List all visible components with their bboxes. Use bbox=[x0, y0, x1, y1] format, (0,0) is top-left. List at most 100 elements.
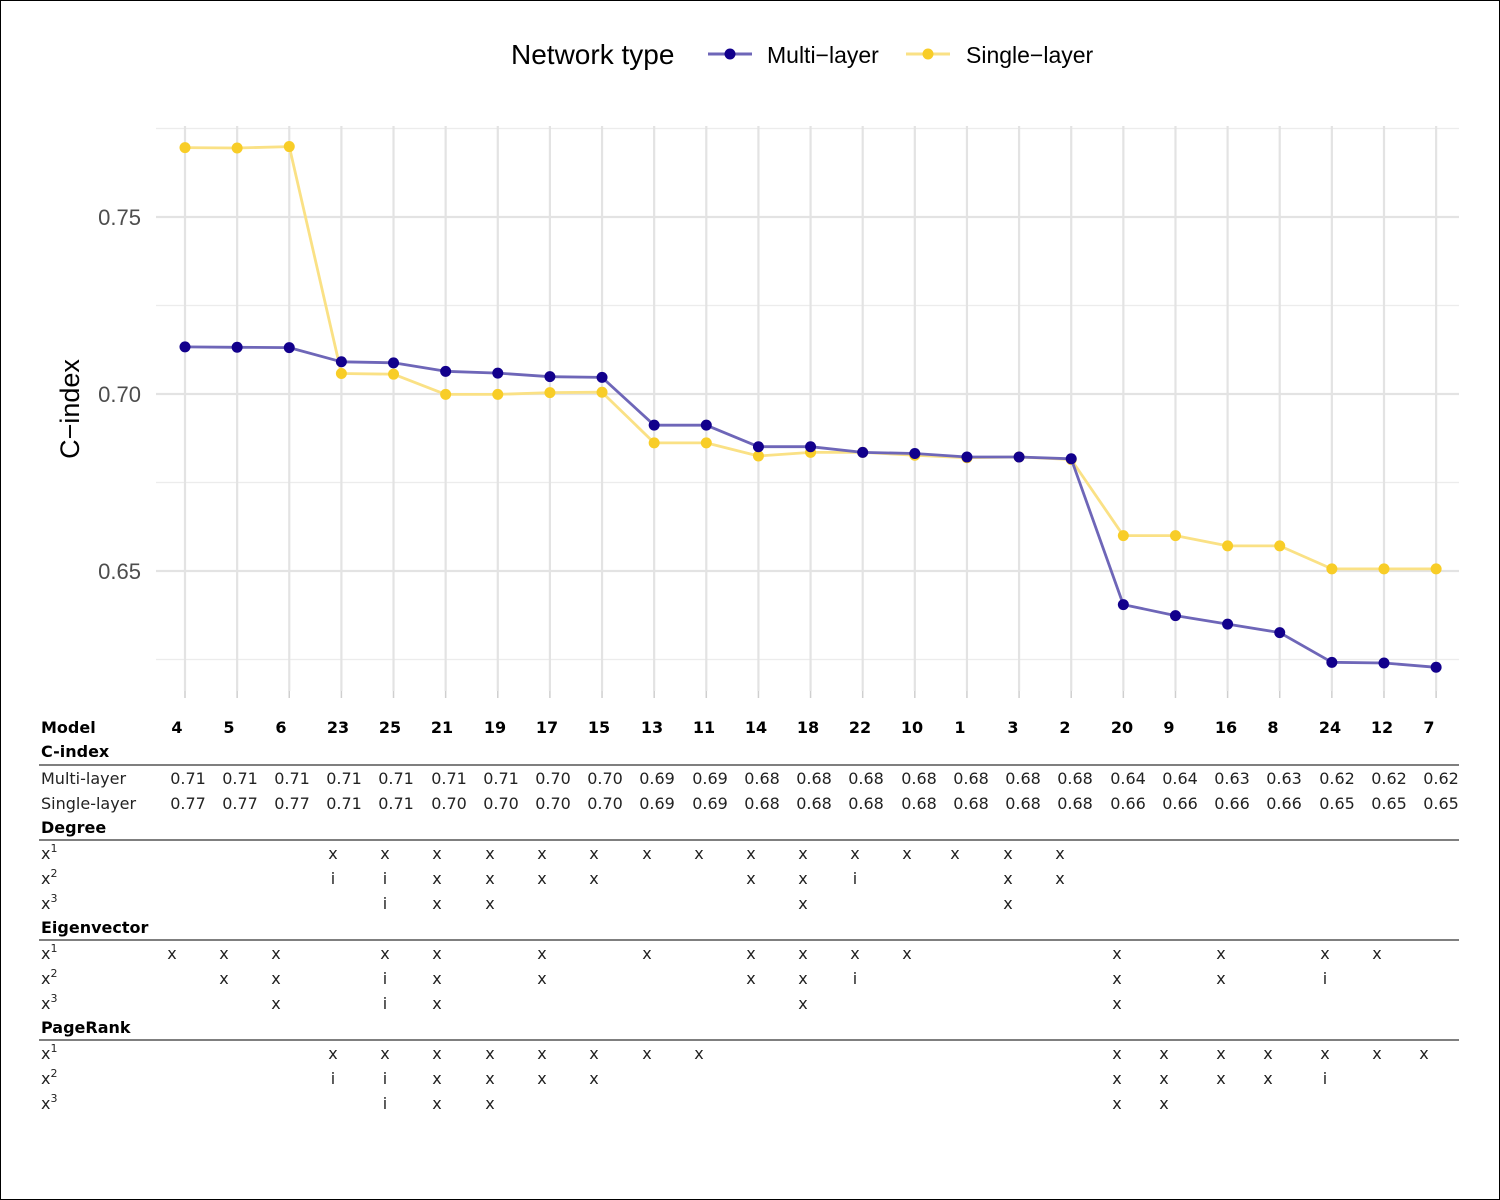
term-mark: x bbox=[328, 844, 337, 863]
term-mark: x bbox=[537, 944, 546, 963]
model-id-label: 5 bbox=[223, 718, 234, 737]
data-point bbox=[440, 388, 452, 400]
data-point bbox=[388, 357, 400, 369]
row-label: x1 bbox=[41, 942, 57, 963]
row-label: x1 bbox=[41, 842, 57, 863]
term-mark: i bbox=[383, 894, 387, 913]
term-mark: x bbox=[485, 1094, 494, 1113]
data-point bbox=[648, 419, 660, 431]
term-mark: x bbox=[271, 969, 280, 988]
term-mark: x bbox=[746, 844, 755, 863]
term-mark: x bbox=[1159, 1094, 1168, 1113]
term-mark: x bbox=[1112, 1069, 1121, 1088]
term-mark: x bbox=[432, 969, 441, 988]
term-mark: x bbox=[902, 944, 911, 963]
term-mark: i bbox=[331, 1069, 335, 1088]
y-tick-label: 0.75 bbox=[98, 205, 141, 230]
legend-item-multi-layer: Multi−layer bbox=[708, 42, 879, 68]
cindex-value: 0.71 bbox=[431, 769, 467, 788]
cindex-value: 0.64 bbox=[1162, 769, 1198, 788]
term-mark: x bbox=[1055, 844, 1064, 863]
term-mark: x bbox=[1320, 944, 1329, 963]
term-mark: x bbox=[380, 1044, 389, 1063]
term-mark: x bbox=[589, 1069, 598, 1088]
row-label: x1 bbox=[41, 1042, 57, 1063]
term-mark: x bbox=[902, 844, 911, 863]
term-mark: i bbox=[383, 1094, 387, 1113]
group-label: PageRank bbox=[41, 1018, 131, 1037]
term-mark: x bbox=[798, 894, 807, 913]
model-id-label: 10 bbox=[901, 718, 923, 737]
cindex-value: 0.71 bbox=[222, 769, 258, 788]
cindex-value: 0.68 bbox=[744, 769, 780, 788]
term-mark: x bbox=[694, 844, 703, 863]
model-table: Model 4 5 6 23 25 21 19 17 15 13 11 14 18 22 10 1 3 2 20 9 16… bbox=[39, 718, 1459, 1113]
term-mark: i bbox=[853, 869, 857, 888]
term-mark: x bbox=[485, 869, 494, 888]
term-mark: x bbox=[850, 844, 859, 863]
cindex-value: 0.70 bbox=[587, 794, 623, 813]
data-point bbox=[700, 419, 712, 431]
data-point bbox=[596, 386, 608, 398]
data-point bbox=[752, 450, 764, 462]
group-label: Eigenvector bbox=[41, 918, 149, 937]
cindex-row-label: Single-layer bbox=[41, 794, 137, 813]
data-point bbox=[388, 368, 400, 380]
cindex-value: 0.70 bbox=[535, 794, 571, 813]
legend: Network type Multi−layer Single−layer bbox=[511, 39, 1094, 70]
cindex-value: 0.68 bbox=[848, 769, 884, 788]
term-mark: x bbox=[1112, 1044, 1121, 1063]
legend-label: Single−layer bbox=[966, 42, 1094, 68]
cindex-value: 0.68 bbox=[1005, 769, 1041, 788]
model-id-label: 6 bbox=[275, 718, 286, 737]
cindex-value: 0.62 bbox=[1423, 769, 1459, 788]
data-point bbox=[1117, 599, 1129, 611]
cindex-value: 0.62 bbox=[1371, 769, 1407, 788]
legend-title: Network type bbox=[511, 39, 674, 70]
term-mark: i bbox=[383, 1069, 387, 1088]
cindex-value: 0.71 bbox=[378, 794, 414, 813]
model-id-label: 23 bbox=[327, 718, 349, 737]
cindex-value: 0.64 bbox=[1110, 769, 1146, 788]
cindex-value: 0.66 bbox=[1162, 794, 1198, 813]
term-mark: x bbox=[589, 1044, 598, 1063]
data-point bbox=[805, 441, 817, 453]
cindex-value: 0.70 bbox=[431, 794, 467, 813]
y-tick-label: 0.70 bbox=[98, 382, 141, 407]
group-label: Degree bbox=[41, 818, 106, 837]
term-mark: x bbox=[798, 869, 807, 888]
model-id-label: 24 bbox=[1319, 718, 1341, 737]
term-mark: x bbox=[1372, 944, 1381, 963]
data-point bbox=[544, 371, 556, 383]
cindex-value: 0.77 bbox=[222, 794, 258, 813]
cindex-value: 0.66 bbox=[1214, 794, 1250, 813]
term-mark: x bbox=[485, 894, 494, 913]
model-id-label: 2 bbox=[1059, 718, 1070, 737]
data-point bbox=[700, 437, 712, 449]
term-mark: x bbox=[537, 1069, 546, 1088]
term-mark: x bbox=[642, 1044, 651, 1063]
cindex-value: 0.68 bbox=[1057, 794, 1093, 813]
data-point bbox=[492, 367, 504, 379]
term-mark: x bbox=[589, 844, 598, 863]
term-mark: x bbox=[328, 1044, 337, 1063]
row-label: x3 bbox=[41, 892, 57, 913]
cindex-value: 0.70 bbox=[587, 769, 623, 788]
data-point bbox=[1378, 657, 1390, 669]
series-multi-layer bbox=[179, 341, 1442, 673]
cindex-value: 0.70 bbox=[483, 794, 519, 813]
data-point bbox=[231, 142, 243, 154]
term-mark: i bbox=[331, 869, 335, 888]
term-mark: x bbox=[271, 944, 280, 963]
data-point bbox=[648, 437, 660, 449]
data-point bbox=[179, 341, 191, 353]
grid bbox=[156, 126, 1459, 691]
term-mark: i bbox=[1323, 1069, 1327, 1088]
data-point bbox=[752, 441, 764, 453]
term-mark: x bbox=[219, 969, 228, 988]
model-id-label: 17 bbox=[536, 718, 558, 737]
legend-key-point bbox=[922, 48, 934, 60]
model-id-label: 8 bbox=[1267, 718, 1278, 737]
table-model-label: Model bbox=[41, 718, 96, 737]
